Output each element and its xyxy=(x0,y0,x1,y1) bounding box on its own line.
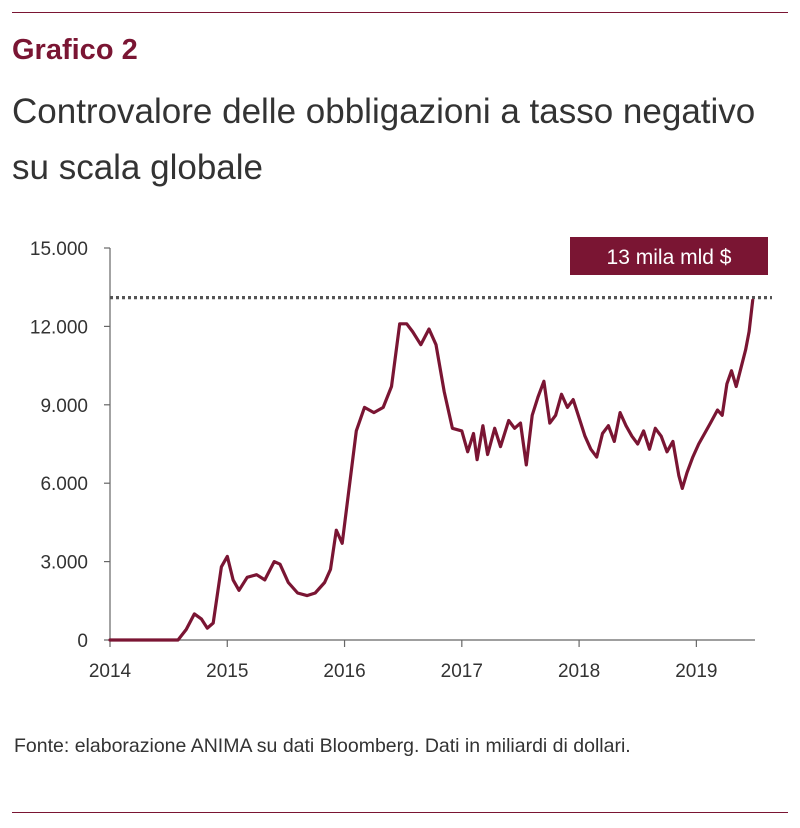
series-line xyxy=(108,298,755,642)
chart-title: Controvalore delle obbligazioni a tasso … xyxy=(12,92,756,187)
bottom-rule xyxy=(12,812,788,813)
y-tick-label: 12.000 xyxy=(30,317,88,338)
y-tick-label: 6.000 xyxy=(40,474,88,495)
y-tick-label: 3.000 xyxy=(40,553,88,574)
x-tick-label: 2014 xyxy=(89,661,132,682)
x-tick-label: 2015 xyxy=(206,661,248,682)
x-tick-label: 2017 xyxy=(441,661,483,682)
y-axis-ticks: 0 3.000 6.000 9.000 12.000 15.000 xyxy=(30,239,110,652)
x-tick-label: 2019 xyxy=(675,661,717,682)
x-tick-label: 2018 xyxy=(558,661,600,682)
y-tick-label: 9.000 xyxy=(40,396,88,417)
source-note: Fonte: elaborazione ANIMA su dati Bloomb… xyxy=(14,735,631,757)
annotation-label: 13 mila mld $ xyxy=(607,246,732,269)
top-rule xyxy=(12,12,788,13)
annotation-box xyxy=(570,237,768,275)
y-tick-label: 0 xyxy=(77,631,88,652)
y-tick-label: 15.000 xyxy=(30,239,88,260)
x-axis-ticks: 2014 2015 2016 2017 2018 2019 xyxy=(89,640,718,682)
figure-label: Grafico 2 xyxy=(12,34,138,66)
x-tick-label: 2016 xyxy=(323,661,365,682)
